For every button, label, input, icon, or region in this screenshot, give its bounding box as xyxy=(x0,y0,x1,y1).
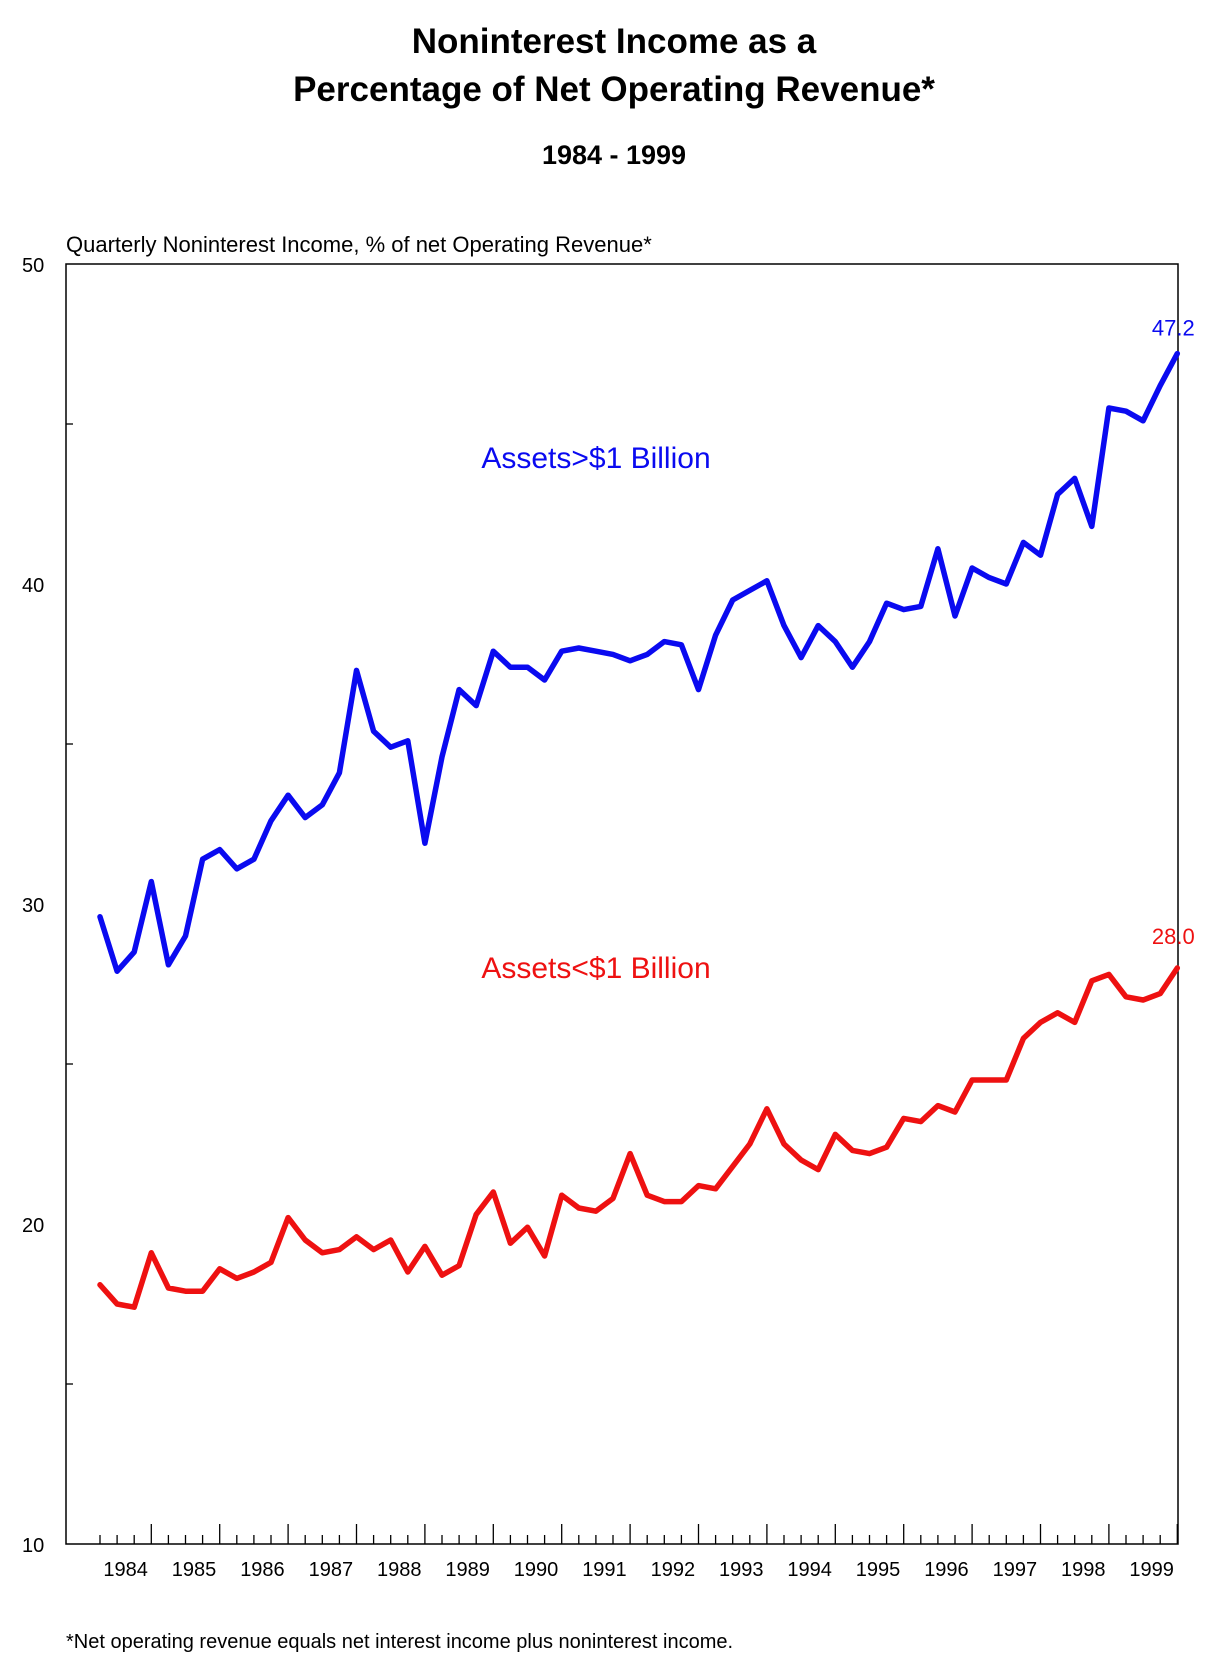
y-tick-label: 20 xyxy=(22,1215,44,1237)
y-tick-label: 50 xyxy=(22,255,44,277)
x-tick-label: 1989 xyxy=(445,1559,490,1581)
x-tick-label: 1987 xyxy=(309,1559,354,1581)
x-tick-label: 1990 xyxy=(514,1559,559,1581)
x-tick-label: 1995 xyxy=(856,1559,901,1581)
x-tick-label: 1992 xyxy=(651,1559,696,1581)
series-end-value-label: 28.0 xyxy=(1152,924,1195,949)
x-tick-label: 1986 xyxy=(240,1559,285,1581)
x-tick-label: 1993 xyxy=(719,1559,764,1581)
x-tick-label: 1996 xyxy=(924,1559,969,1581)
chart-subtitle: 1984 - 1999 xyxy=(541,140,687,170)
chart-title-line-2: Percentage of Net Operating Revenue* xyxy=(293,70,935,109)
x-tick-label: 1988 xyxy=(377,1559,422,1581)
x-tick-label: 1985 xyxy=(172,1559,217,1581)
x-tick-label: 1984 xyxy=(103,1559,148,1581)
series-line-small-banks xyxy=(97,965,1181,1310)
series-name-label: Assets>$1 Billion xyxy=(481,442,710,475)
x-tick-label: 1999 xyxy=(1129,1559,1174,1581)
series-end-value-label: 47.2 xyxy=(1152,316,1195,341)
plot-area-frame xyxy=(65,263,1179,1545)
series-name-label: Assets<$1 Billion xyxy=(481,952,710,985)
x-tick-label: 1991 xyxy=(582,1559,627,1581)
chart-title-line-1: Noninterest Income as a xyxy=(411,22,817,61)
x-tick-label: 1997 xyxy=(993,1559,1038,1581)
y-tick-label: 30 xyxy=(22,895,44,917)
x-tick-label: 1994 xyxy=(787,1559,832,1581)
y-tick-label: 10 xyxy=(22,1535,44,1557)
series-line-large-banks xyxy=(97,350,1181,974)
x-tick-label: 1998 xyxy=(1061,1559,1106,1581)
y-axis-label: Quarterly Noninterest Income, % of net O… xyxy=(66,232,652,257)
footnote: *Net operating revenue equals net intere… xyxy=(66,1631,734,1653)
y-tick-label: 40 xyxy=(22,575,44,597)
